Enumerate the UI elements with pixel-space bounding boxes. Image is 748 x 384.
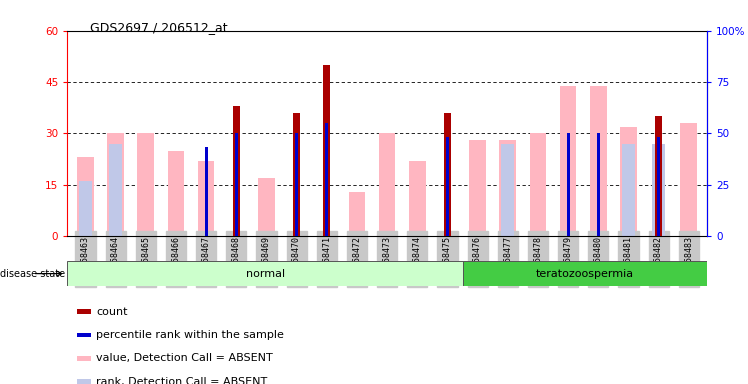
Bar [446,137,449,236]
Bar [469,140,486,236]
Bar [530,134,546,236]
Text: GDS2697 / 206512_at: GDS2697 / 206512_at [90,21,227,34]
Bar [501,144,514,236]
Bar [235,134,238,236]
Bar [620,127,637,236]
Bar [655,116,662,236]
Bar [597,134,600,236]
Bar [463,261,707,286]
Bar [67,261,463,286]
Bar [107,134,124,236]
Text: value, Detection Call = ABSENT: value, Detection Call = ABSENT [96,353,273,363]
Text: percentile rank within the sample: percentile rank within the sample [96,330,284,340]
Bar [295,134,298,236]
Bar [79,181,92,236]
Bar [378,134,396,236]
Bar [77,356,91,361]
Bar [560,86,577,236]
Bar [77,157,94,236]
Bar [681,123,697,236]
Bar [323,65,330,236]
Text: normal: normal [245,268,285,279]
Bar [205,147,208,236]
Bar [444,113,451,236]
Bar [566,134,569,236]
Bar [325,123,328,236]
Bar [293,113,300,236]
Bar [77,379,91,384]
Bar [168,151,184,236]
Text: count: count [96,306,128,316]
Bar [109,144,122,236]
Bar [622,144,635,236]
Bar [409,161,426,236]
Bar [657,137,660,236]
Bar [500,140,516,236]
Bar [590,86,607,236]
Bar [77,333,91,338]
Bar [233,106,239,236]
Text: disease state: disease state [0,268,65,279]
Bar [138,134,154,236]
Text: teratozoospermia: teratozoospermia [536,268,634,279]
Text: rank, Detection Call = ABSENT: rank, Detection Call = ABSENT [96,377,268,384]
Bar [258,178,275,236]
Bar [349,192,365,236]
Bar [652,144,665,236]
Bar [77,309,91,314]
Bar [197,161,215,236]
